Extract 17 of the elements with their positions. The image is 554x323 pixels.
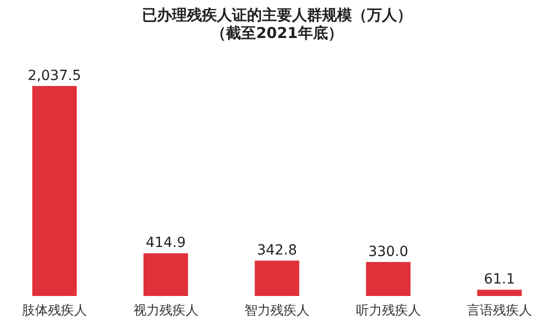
x-tick-label: 肢体残疾人 [22, 304, 87, 318]
data-label: 61.1 [484, 272, 516, 288]
x-tick-label: 言语残疾人 [467, 302, 532, 318]
bar [144, 253, 188, 296]
bar [477, 290, 522, 296]
bar [366, 262, 410, 296]
chart-title: 已办理残疾人证的主要人群规模（万人） [142, 6, 412, 24]
x-tick-label: 视力残疾人 [133, 304, 198, 318]
x-tick-label: 智力残疾人 [244, 304, 310, 318]
data-label: 342.8 [256, 242, 298, 259]
data-label: 2,037.5 [28, 68, 82, 84]
x-tick-label: 听力残疾人 [356, 304, 421, 318]
data-label: 330.0 [368, 244, 408, 260]
chart-subtitle: （截至2021年底） [211, 24, 343, 42]
bar [254, 260, 300, 296]
bar [32, 86, 77, 296]
data-label: 414.9 [146, 235, 186, 252]
